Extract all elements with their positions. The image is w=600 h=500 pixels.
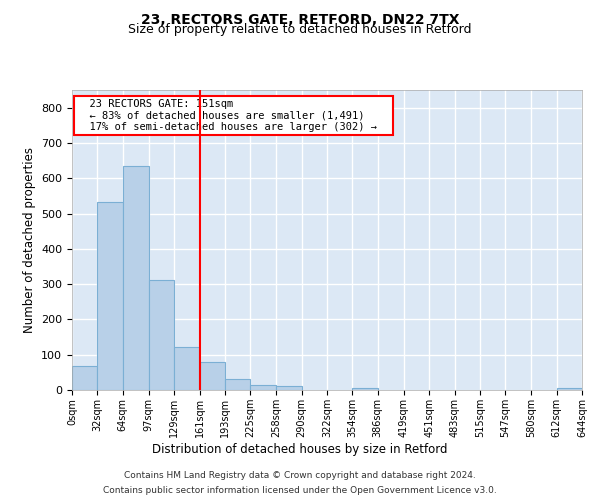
Bar xyxy=(199,362,225,390)
Bar xyxy=(149,280,174,390)
Text: Distribution of detached houses by size in Retford: Distribution of detached houses by size … xyxy=(152,442,448,456)
Bar xyxy=(352,388,377,390)
Text: 23, RECTORS GATE, RETFORD, DN22 7TX: 23, RECTORS GATE, RETFORD, DN22 7TX xyxy=(141,12,459,26)
Bar xyxy=(72,366,97,390)
Bar xyxy=(250,384,277,390)
Bar xyxy=(122,166,149,390)
Bar xyxy=(97,202,122,390)
Bar xyxy=(174,348,199,390)
Text: Size of property relative to detached houses in Retford: Size of property relative to detached ho… xyxy=(128,22,472,36)
Text: Contains HM Land Registry data © Crown copyright and database right 2024.: Contains HM Land Registry data © Crown c… xyxy=(124,471,476,480)
Bar xyxy=(225,380,250,390)
Bar xyxy=(557,388,582,390)
Bar xyxy=(277,386,302,390)
Text: Contains public sector information licensed under the Open Government Licence v3: Contains public sector information licen… xyxy=(103,486,497,495)
Y-axis label: Number of detached properties: Number of detached properties xyxy=(23,147,35,333)
Text: 23 RECTORS GATE: 151sqm  
  ← 83% of detached houses are smaller (1,491)  
  17%: 23 RECTORS GATE: 151sqm ← 83% of detache… xyxy=(77,99,389,132)
